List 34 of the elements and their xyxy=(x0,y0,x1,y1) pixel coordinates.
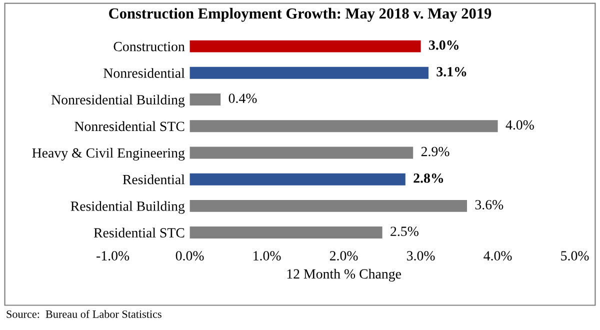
data-label: 3.6% xyxy=(475,200,504,210)
x-tick-label: 4.0% xyxy=(484,251,512,261)
x-tick-label: 5.0% xyxy=(561,251,589,261)
x-tick-label: -1.0% xyxy=(96,251,130,261)
bar xyxy=(190,120,498,132)
x-tick-label: 3.0% xyxy=(407,251,435,261)
data-label: 2.9% xyxy=(421,146,450,156)
bar xyxy=(190,146,414,159)
y-tick-label: Nonresidential STC xyxy=(74,121,184,132)
bar xyxy=(190,200,467,212)
chart-title: Construction Employment Growth: May 2018 v. May 2019 xyxy=(109,8,492,22)
x-axis-title: 12 Month % Change xyxy=(287,268,401,282)
data-label: 3.0% xyxy=(429,40,458,50)
bar xyxy=(190,226,382,239)
source-note: Source: Bureau of Labor Statistics xyxy=(6,310,162,318)
y-tick-label: Construction xyxy=(114,42,185,52)
y-tick-label: Residential xyxy=(122,174,185,184)
data-label: 0.4% xyxy=(228,94,257,104)
bar xyxy=(190,66,428,79)
data-label: 2.8% xyxy=(414,173,444,183)
y-tick-label: Residential STC xyxy=(94,228,184,238)
x-tick-label: 1.0% xyxy=(254,251,281,261)
x-tick-label: 0.0% xyxy=(176,251,204,261)
data-label: 4.0% xyxy=(506,120,534,130)
bar xyxy=(190,173,406,186)
y-tick-label: Heavy & Civil Engineering xyxy=(32,148,185,161)
data-label: 2.5% xyxy=(390,226,418,236)
y-tick-label: Residential Building xyxy=(70,201,185,214)
data-label: 3.1% xyxy=(436,67,466,76)
bar xyxy=(190,94,221,106)
y-tick-label: Nonresidential Building xyxy=(51,94,185,108)
bar xyxy=(190,40,421,52)
y-tick-label: Nonresidential xyxy=(104,68,185,78)
x-tick-label: 2.0% xyxy=(330,251,358,261)
